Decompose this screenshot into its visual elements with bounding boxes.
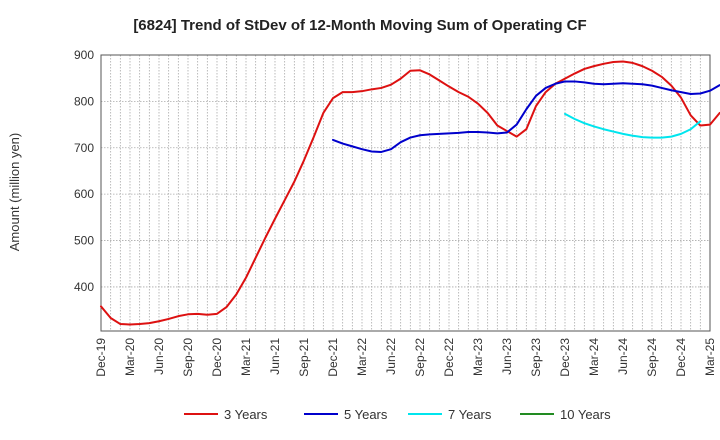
x-tick-labels: Dec-19 Mar-20 Jun-20 Sep-20 Dec-20 Mar-21 Jun-… (94, 338, 717, 377)
y-tick-label: 600 (74, 187, 94, 201)
y-tick-label: 400 (74, 280, 94, 294)
chart-title: [6824] Trend of StDev of 12-Month Moving… (133, 17, 586, 34)
x-tick-label: Mar-25 (703, 338, 717, 376)
series-layer (100, 60, 720, 326)
x-tick-label: Jun-21 (268, 338, 282, 375)
y-tick-label: 700 (74, 141, 94, 155)
x-tick-label: Dec-20 (210, 338, 224, 377)
x-tick-label: Jun-23 (500, 338, 514, 375)
series-line-3 (564, 112, 702, 139)
y-tick-labels: 400 500 600 700 800 900 (74, 48, 94, 294)
x-tick-label: Mar-22 (355, 338, 369, 376)
grid-layer (101, 54, 710, 331)
series-line-1 (100, 60, 720, 326)
plot-area-frame (100, 54, 711, 332)
y-tick-label: 500 (74, 234, 94, 248)
x-tick-label: Dec-19 (94, 338, 108, 377)
legend-label: 10 Years (560, 407, 611, 422)
x-tick-label: Dec-21 (326, 338, 340, 377)
x-tick-label: Jun-24 (616, 338, 630, 375)
y-axis-label: Amount (million yen) (7, 133, 22, 252)
x-tick-label: Sep-22 (413, 338, 427, 377)
x-tick-label: Dec-24 (674, 338, 688, 377)
x-tick-label: Sep-21 (297, 338, 311, 377)
legend: 3 Years 5 Years 7 Years 10 Years (184, 407, 611, 422)
x-tick-label: Jun-20 (152, 338, 166, 375)
legend-label: 3 Years (224, 407, 268, 422)
x-tick-label: Mar-20 (123, 338, 137, 376)
x-tick-label: Jun-22 (384, 338, 398, 375)
y-tick-label: 900 (74, 48, 94, 62)
x-tick-label: Sep-23 (529, 338, 543, 377)
x-tick-label: Dec-22 (442, 338, 456, 377)
x-tick-label: Mar-23 (471, 338, 485, 376)
y-tick-label: 800 (74, 94, 94, 108)
legend-label: 5 Years (344, 407, 388, 422)
x-tick-label: Sep-24 (645, 338, 659, 377)
x-tick-label: Mar-21 (239, 338, 253, 376)
series-line-2 (332, 80, 720, 153)
x-tick-label: Mar-24 (587, 338, 601, 376)
x-tick-label: Dec-23 (558, 338, 572, 377)
legend-label: 7 Years (448, 407, 492, 422)
x-tick-label: Sep-20 (181, 338, 195, 377)
